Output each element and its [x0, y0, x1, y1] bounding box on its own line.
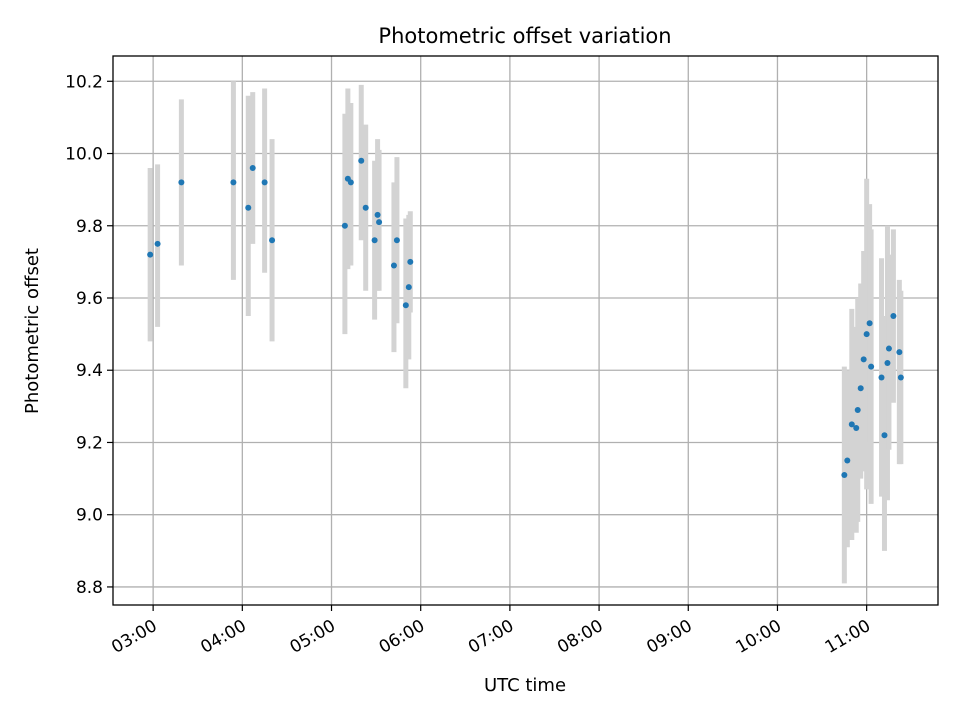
data-point — [269, 237, 276, 244]
data-point — [857, 385, 864, 392]
data-point — [885, 345, 892, 352]
data-point — [230, 179, 237, 186]
y-tick-label: 10.0 — [65, 145, 103, 165]
data-point — [178, 179, 185, 186]
data-point — [844, 457, 851, 464]
y-tick-label: 10.2 — [65, 72, 103, 92]
data-point — [154, 240, 161, 247]
grid-layer — [113, 56, 938, 605]
data-point — [390, 262, 397, 269]
data-point — [848, 421, 855, 428]
data-point — [878, 374, 885, 381]
y-axis-label: Photometric offset — [22, 248, 43, 414]
x-axis-label: UTC time — [484, 675, 566, 696]
data-point — [866, 320, 873, 327]
data-point — [884, 360, 891, 367]
data-point — [393, 237, 400, 244]
plot-frame — [112, 55, 939, 606]
y-tick-label: 9.2 — [76, 433, 103, 453]
data-point — [897, 374, 904, 381]
data-point — [245, 204, 252, 211]
data-point — [358, 157, 365, 164]
y-tick-label: 8.8 — [76, 578, 103, 598]
data-point — [853, 425, 860, 432]
data-point — [402, 302, 409, 309]
y-tick-label: 9.4 — [76, 361, 103, 381]
data-point — [890, 313, 897, 320]
data-point — [881, 432, 888, 439]
point-layer — [147, 157, 904, 478]
data-point — [407, 258, 414, 265]
data-point — [371, 237, 378, 244]
data-point — [896, 349, 903, 356]
y-tick-layer: 8.8 9.0 9.2 9.4 9.6 9.8 10.0 10.2 — [65, 72, 113, 598]
y-tick-label: 9.6 — [76, 289, 103, 309]
data-point — [860, 356, 867, 363]
data-point — [341, 222, 348, 229]
data-point — [841, 471, 848, 478]
y-tick-label: 9.0 — [76, 506, 103, 526]
data-point — [261, 179, 268, 186]
data-point — [362, 204, 369, 211]
data-point — [249, 164, 256, 171]
chart-title: Photometric offset variation — [378, 24, 671, 48]
data-point — [863, 331, 870, 338]
data-point — [854, 406, 861, 413]
data-point — [347, 179, 354, 186]
data-point — [868, 363, 875, 370]
y-tick-label: 9.8 — [76, 217, 103, 237]
data-point — [405, 284, 412, 291]
data-point — [376, 219, 383, 226]
data-point — [374, 211, 381, 218]
data-point — [147, 251, 154, 258]
